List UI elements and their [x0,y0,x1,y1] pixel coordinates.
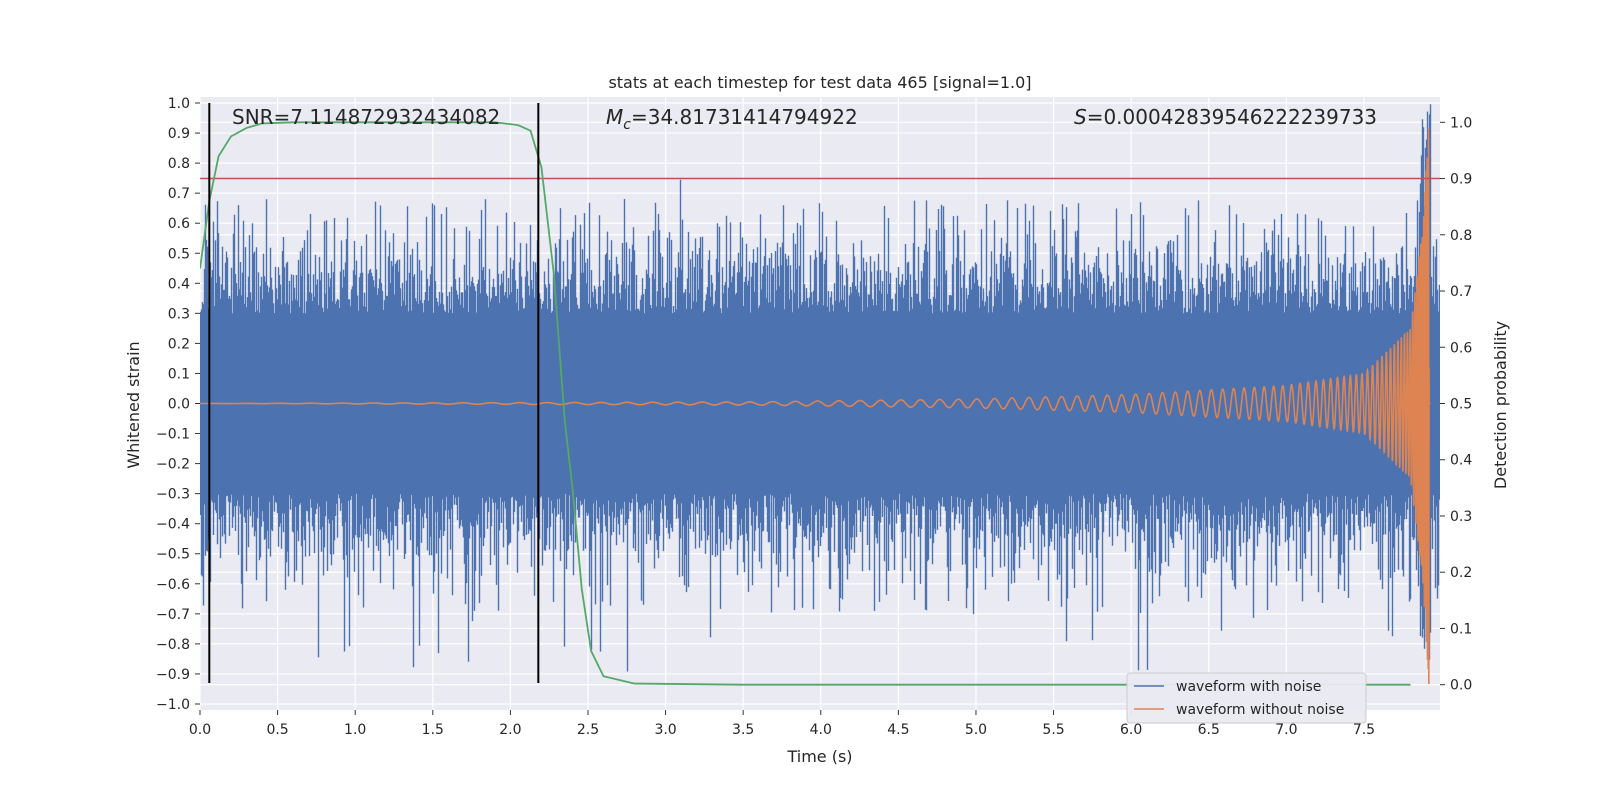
y-tick-label: 0.1 [168,366,190,382]
y-tick-label: −0.9 [156,667,190,683]
y-tick-label: −0.6 [156,577,190,593]
y-tick-label: −0.3 [156,487,190,503]
x-tick-label: 2.5 [577,722,599,738]
y-tick-label: −0.1 [156,427,190,443]
chart-title: stats at each timestep for test data 465… [608,73,1031,92]
x-tick-label: 6.0 [1120,722,1142,738]
legend-label-noise: waveform with noise [1176,679,1321,695]
y2-tick-label: 0.1 [1450,621,1472,637]
x-tick-label: 1.5 [422,722,444,738]
x-axis-label: Time (s) [786,747,852,766]
x-tick-label: 7.0 [1275,722,1297,738]
x-tick-label: 4.5 [887,722,909,738]
y-axis-label: Whitened strain [124,341,143,468]
y-tick-label: 0.9 [168,126,190,142]
x-tick-label: 0.5 [266,722,288,738]
y2-tick-label: 0.0 [1450,678,1472,694]
y-tick-label: −1.0 [156,697,190,713]
y-ticks: 1.0 0.9 0.8 0.7 0.6 0.5 0.4 0.3 0.2 0.1 0.0 −0.1 −0.… [156,96,200,713]
annotation-mc: Mc=34.81731414794922 [606,105,858,133]
series-detection-probability [200,121,1411,686]
y2-tick-label: 0.8 [1450,228,1472,244]
x-tick-label: 3.5 [732,722,754,738]
y-tick-label: 0.5 [168,246,190,262]
y2-tick-label: 0.3 [1450,509,1472,525]
y-tick-label: 1.0 [168,96,190,112]
y-tick-label: −0.2 [156,457,190,473]
y2-tick-label: 0.9 [1450,172,1472,188]
x-ticks: 0.0 0.5 1.0 1.5 2.0 2.5 3.0 3.5 4.0 4.5 5.0 5.5 6.0 6… [189,710,1375,738]
x-tick-label: 7.5 [1353,722,1375,738]
series-waveform-without-noise [200,128,1431,684]
y-tick-label: 0.0 [168,397,190,413]
y-tick-label: 0.4 [168,276,190,292]
s-symbol: S [1074,105,1087,129]
y-tick-label: −0.4 [156,517,190,533]
mc-symbol: M [606,105,623,129]
annotation-s: S=0.00042839546222239733 [1074,105,1377,129]
y2-ticks: 1.0 0.9 0.8 0.7 0.6 0.5 0.4 0.3 0.2 0.1 0.0 [1440,115,1472,694]
x-tick-label: 4.0 [810,722,832,738]
legend-box [1126,672,1367,724]
x-tick-label: 5.5 [1042,722,1064,738]
series-waveform-with-noise [200,104,1440,672]
y2-tick-label: 0.2 [1450,565,1472,581]
y2-tick-label: 0.5 [1450,397,1472,413]
mc-value: =34.81731414794922 [631,105,858,129]
y-tick-label: −0.7 [156,607,190,623]
s-value: =0.00042839546222239733 [1087,105,1377,129]
y-tick-label: 0.2 [168,336,190,352]
y2-axis-label: Detection probability [1491,321,1510,489]
x-tick-label: 3.0 [654,722,676,738]
mc-subscript: c [623,117,631,133]
y-tick-label: 0.6 [168,216,190,232]
x-tick-label: 6.5 [1198,722,1220,738]
x-tick-label: 2.0 [499,722,521,738]
vertical-markers [208,103,540,683]
x-tick-label: 0.0 [189,722,211,738]
y2-tick-label: 0.4 [1450,453,1472,469]
legend-label-clean: waveform without noise [1176,702,1344,718]
y-tick-label: −0.8 [156,637,190,653]
y-tick-label: 0.3 [168,306,190,322]
y-tick-label: 0.8 [168,156,190,172]
y2-tick-label: 0.6 [1450,340,1472,356]
y2-tick-label: 0.7 [1450,284,1472,300]
legend: waveform with noise waveform without noi… [1126,672,1367,724]
y-tick-label: 0.7 [168,186,190,202]
y-tick-label: −0.5 [156,547,190,563]
x-tick-label: 5.0 [965,722,987,738]
annotation-snr: SNR=7.114872932434082 [232,105,500,129]
y2-tick-label: 1.0 [1450,115,1472,131]
x-tick-label: 1.0 [344,722,366,738]
